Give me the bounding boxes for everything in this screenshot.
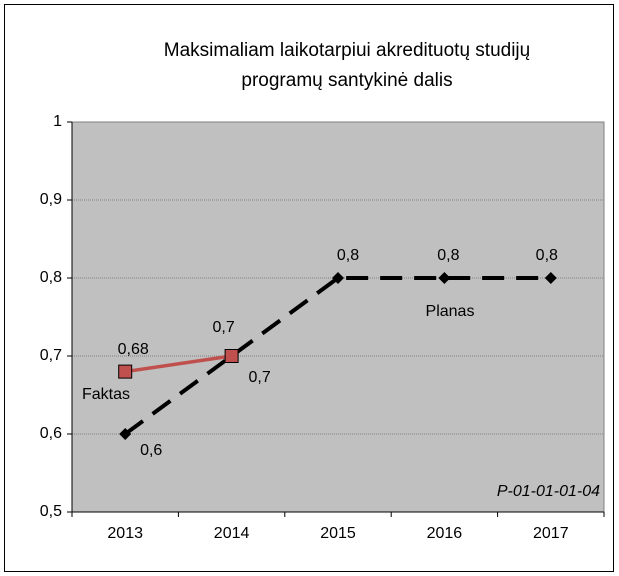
marker <box>332 272 344 284</box>
marker <box>119 428 132 440</box>
marker <box>544 272 557 284</box>
marker <box>118 364 133 379</box>
y-tick-label: 0,6 <box>40 425 62 442</box>
chart-title: Maksimaliam laikotarpiui akredituotų stu… <box>164 40 530 61</box>
x-tick-label: 2013 <box>107 525 143 542</box>
chart-title: programų santykinė dalis <box>241 70 452 91</box>
x-tick-label: 2016 <box>427 525 463 542</box>
data-label: 0,6 <box>140 442 162 459</box>
data-label: 0,68 <box>118 341 149 358</box>
y-tick-label: 0,5 <box>40 503 62 520</box>
marker <box>438 272 451 284</box>
x-tick-label: 2017 <box>533 525 569 542</box>
series-line <box>124 276 551 436</box>
marker <box>224 349 239 363</box>
y-tick-label: 0,8 <box>40 269 62 286</box>
y-tick-label: 0,9 <box>40 191 62 208</box>
x-tick-label: 2015 <box>320 525 356 542</box>
annotation: P-01-01-01-04 <box>497 483 600 500</box>
plot-area <box>71 121 605 513</box>
y-tick-label: 1 <box>53 113 62 130</box>
data-label: 0,8 <box>536 247 558 264</box>
x-tick-label: 2014 <box>214 525 250 542</box>
series-line <box>124 354 232 374</box>
data-label: 0,7 <box>212 319 234 336</box>
series-label: Planas <box>426 303 475 320</box>
data-label: 0,8 <box>337 247 359 264</box>
data-label: 0,7 <box>248 369 270 386</box>
series-label: Faktas <box>82 386 130 403</box>
data-label: 0,8 <box>437 247 459 264</box>
y-tick-label: 0,7 <box>40 347 62 364</box>
